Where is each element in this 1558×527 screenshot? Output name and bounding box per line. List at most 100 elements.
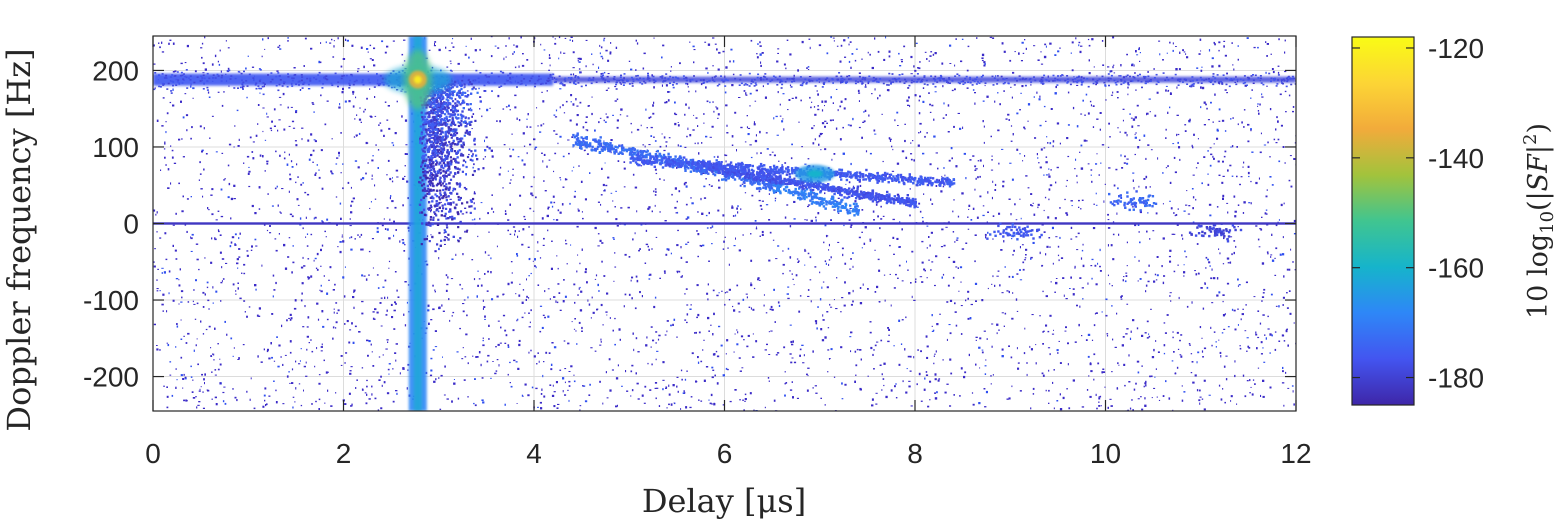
doppler-line-speck — [875, 78, 878, 80]
noise-dot — [1070, 200, 1073, 202]
noise-dot — [488, 231, 490, 233]
noise-dot — [647, 207, 650, 210]
noise-dot — [1212, 121, 1214, 123]
doppler-line-speck — [1141, 86, 1143, 89]
noise-dot — [365, 172, 367, 175]
doppler-line-speck — [528, 80, 531, 82]
noise-dot — [1289, 312, 1292, 315]
noise-dot — [550, 368, 553, 371]
noise-dot — [341, 234, 343, 236]
noise-dot — [249, 398, 251, 401]
noise-dot — [709, 227, 712, 229]
noise-dot — [934, 397, 938, 400]
noise-dot — [586, 281, 588, 284]
noise-dot — [806, 67, 808, 69]
noise-dot — [509, 203, 511, 206]
doppler-line-speck — [1220, 80, 1223, 83]
noise-dot — [549, 64, 551, 67]
noise-dot — [520, 36, 522, 39]
noise-dot — [1066, 179, 1068, 182]
noise-dot — [1082, 243, 1084, 246]
noise-dot — [238, 237, 240, 240]
noise-dot — [451, 400, 453, 403]
noise-dot — [1079, 151, 1081, 153]
noise-dot — [843, 224, 845, 227]
doppler-line-speck — [662, 80, 665, 82]
noise-dot — [858, 92, 861, 94]
noise-dot — [1223, 40, 1226, 42]
doppler-line-speck — [938, 77, 941, 79]
noise-dot — [186, 230, 188, 233]
noise-dot — [355, 134, 358, 136]
doppler-line-speck — [706, 81, 709, 83]
noise-dot — [1103, 200, 1105, 203]
doppler-line-speck — [1205, 78, 1208, 81]
noise-dot — [742, 298, 745, 301]
noise-dot — [732, 215, 735, 217]
noise-dot — [768, 193, 770, 195]
doppler-line-speck — [1119, 75, 1122, 77]
noise-dot — [407, 369, 409, 371]
noise-dot — [509, 148, 511, 150]
noise-dot — [310, 153, 313, 157]
noise-dot — [1081, 335, 1083, 337]
noise-dot — [1275, 224, 1278, 227]
noise-dot — [615, 405, 618, 408]
noise-dot — [773, 399, 776, 402]
noise-dot — [784, 216, 787, 219]
doppler-line-speck — [193, 81, 196, 84]
doppler-line-speck — [227, 70, 230, 73]
noise-dot — [684, 391, 686, 394]
noise-dot — [167, 187, 170, 189]
noise-dot — [333, 311, 335, 314]
noise-dot — [888, 55, 891, 58]
noise-dot — [344, 362, 346, 364]
noise-dot — [1054, 291, 1056, 293]
doppler-line-speck — [652, 75, 655, 78]
noise-dot — [1261, 296, 1265, 298]
doppler-line-speck — [805, 81, 808, 84]
noise-dot — [639, 248, 641, 250]
noise-dot — [850, 258, 852, 260]
noise-dot — [203, 378, 205, 381]
noise-dot — [1138, 139, 1141, 141]
noise-dot — [211, 237, 213, 240]
noise-dot — [806, 373, 808, 376]
noise-dot — [1217, 160, 1220, 163]
noise-dot — [525, 298, 527, 301]
noise-dot — [774, 199, 776, 202]
noise-dot — [290, 317, 293, 320]
noise-dot — [518, 343, 521, 347]
noise-dot — [428, 49, 431, 51]
noise-dot — [321, 220, 323, 222]
noise-dot — [262, 405, 265, 408]
noise-dot — [746, 296, 748, 299]
noise-dot — [697, 211, 699, 213]
noise-dot — [537, 406, 539, 408]
noise-dot — [388, 127, 391, 130]
doppler-line-speck — [1107, 77, 1110, 80]
noise-dot — [257, 104, 260, 106]
noise-dot — [874, 37, 876, 40]
noise-dot — [559, 177, 561, 179]
noise-dot — [965, 177, 967, 180]
noise-dot — [1065, 298, 1068, 300]
noise-dot — [801, 146, 803, 148]
noise-dot — [757, 277, 760, 280]
noise-dot — [775, 115, 778, 118]
noise-dot — [311, 350, 314, 353]
noise-dot — [1286, 268, 1289, 271]
doppler-line-speck — [1268, 72, 1271, 75]
doppler-line-speck — [309, 80, 312, 82]
noise-dot — [202, 306, 205, 308]
doppler-line-speck — [971, 84, 974, 86]
noise-dot — [277, 46, 280, 48]
noise-dot — [533, 138, 536, 141]
noise-dot — [1153, 68, 1155, 70]
noise-dot — [547, 288, 550, 290]
noise-dot — [452, 46, 455, 48]
noise-dot — [1158, 40, 1161, 42]
noise-dot — [182, 195, 184, 198]
noise-dot — [975, 336, 978, 338]
doppler-line-speck — [179, 74, 182, 77]
